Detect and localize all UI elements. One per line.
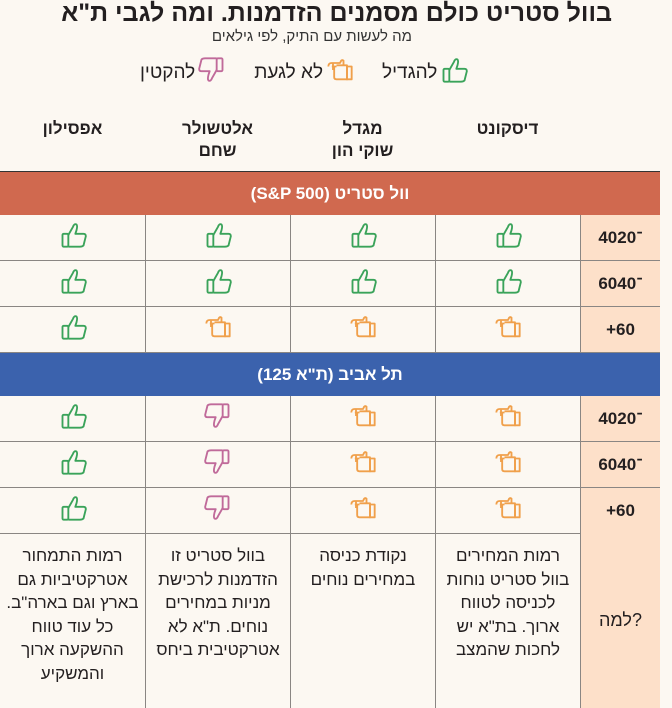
cell-discount — [435, 215, 580, 260]
thumbs-down-icon — [198, 56, 226, 90]
section-bar: וול סטריט (S&P 500) — [0, 172, 660, 215]
cell-altshuler — [145, 261, 290, 306]
thumbs-up-icon — [204, 267, 232, 300]
cell-epsilon — [0, 442, 145, 487]
column-header-migdal: מגדל שוקי הון — [331, 119, 394, 160]
hand-point-icon — [349, 313, 377, 346]
thumbs-up-icon — [59, 402, 87, 435]
thumbs-up-icon — [349, 221, 377, 254]
hand-point-icon — [204, 313, 232, 346]
cell-migdal — [290, 307, 435, 352]
thumbs-down-icon — [204, 494, 232, 527]
table-row: 60־40 — [0, 261, 660, 307]
age-label: 60־40 — [580, 442, 660, 487]
legend-item-increase: להגדיל — [382, 56, 469, 90]
thumbs-up-icon — [494, 221, 522, 254]
column-header-altshuler: אלטשולר שחם — [181, 119, 253, 160]
hand-point-icon — [349, 448, 377, 481]
thumbs-up-icon — [204, 221, 232, 254]
age-label: +60 — [580, 488, 660, 533]
hand-point-icon — [494, 494, 522, 527]
hand-point-icon — [349, 402, 377, 435]
reason-epsilon: רמות התמחור אטרקטיביות גם בארץ וגם בארה"… — [6, 546, 139, 683]
why-row: למה? רמות המחירים בוול סטריט נוחות לכניס… — [0, 532, 660, 708]
reason-altshuler: בוול סטריט זו הזדמנות לרכישת מניות במחיר… — [145, 532, 290, 708]
age-label: 40־20 — [580, 396, 660, 441]
legend-label: להקטין — [140, 62, 196, 83]
hand-point-icon — [494, 448, 522, 481]
cell-migdal — [290, 488, 435, 533]
cell-discount — [435, 488, 580, 533]
hand-point-icon — [326, 56, 354, 90]
cell-altshuler — [145, 488, 290, 533]
why-label: למה? — [580, 532, 660, 708]
cell-migdal — [290, 442, 435, 487]
page-title: בוול סטריט כולם מסמנים הזדמנות. ומה לגבי… — [61, 0, 612, 27]
table-row: 40־20 — [0, 215, 660, 261]
thumbs-down-icon — [204, 402, 232, 435]
cell-epsilon — [0, 261, 145, 306]
hand-point-icon — [349, 494, 377, 527]
column-header-discount: דיסקונט — [476, 119, 539, 138]
thumbs-up-icon — [59, 267, 87, 300]
cell-discount — [435, 396, 580, 441]
thumbs-up-icon — [59, 494, 87, 527]
age-label: 60־40 — [580, 261, 660, 306]
section-bar: תל אביב (ת"א 125) — [0, 353, 660, 396]
hand-point-icon — [494, 402, 522, 435]
thumbs-up-icon — [440, 56, 469, 90]
hand-point-icon — [494, 313, 522, 346]
table-row: +60 — [0, 488, 660, 534]
cell-discount — [435, 442, 580, 487]
table-row: 60־40 — [0, 442, 660, 488]
cell-discount — [435, 261, 580, 306]
reason-discount: רמות המחירים בוול סטריט נוחות לכניסה לטו… — [435, 532, 580, 708]
age-label: 40־20 — [580, 215, 660, 260]
cell-migdal — [290, 261, 435, 306]
cell-altshuler — [145, 442, 290, 487]
subtitle: מה לעשות עם התיק, לפי גילאים — [211, 28, 412, 45]
legend-item-decrease: להקטין — [140, 56, 226, 90]
thumbs-up-icon — [494, 267, 522, 300]
cell-epsilon — [0, 215, 145, 260]
legend-item-hold: לא לגעת — [254, 56, 354, 90]
cell-altshuler — [145, 396, 290, 441]
thumbs-up-icon — [59, 221, 87, 254]
cell-migdal — [290, 396, 435, 441]
cell-altshuler — [145, 215, 290, 260]
thumbs-down-icon — [204, 448, 232, 481]
cell-migdal — [290, 215, 435, 260]
cell-discount — [435, 307, 580, 352]
legend: להגדיל לא לגעת להקטין — [140, 56, 469, 90]
table-row: +60 — [0, 307, 660, 353]
thumbs-up-icon — [59, 448, 87, 481]
column-header-epsilon: אפסילון — [42, 119, 103, 138]
cell-epsilon — [0, 396, 145, 441]
cell-epsilon — [0, 488, 145, 533]
table-row: 40־20 — [0, 396, 660, 442]
cell-epsilon — [0, 307, 145, 352]
thumbs-up-icon — [59, 313, 87, 346]
legend-label: להגדיל — [382, 62, 438, 83]
age-label: +60 — [580, 307, 660, 352]
reason-migdal: נקודת כניסה במחירים נוחים — [290, 532, 435, 708]
cell-altshuler — [145, 307, 290, 352]
legend-label: לא לגעת — [254, 62, 324, 83]
thumbs-up-icon — [349, 267, 377, 300]
